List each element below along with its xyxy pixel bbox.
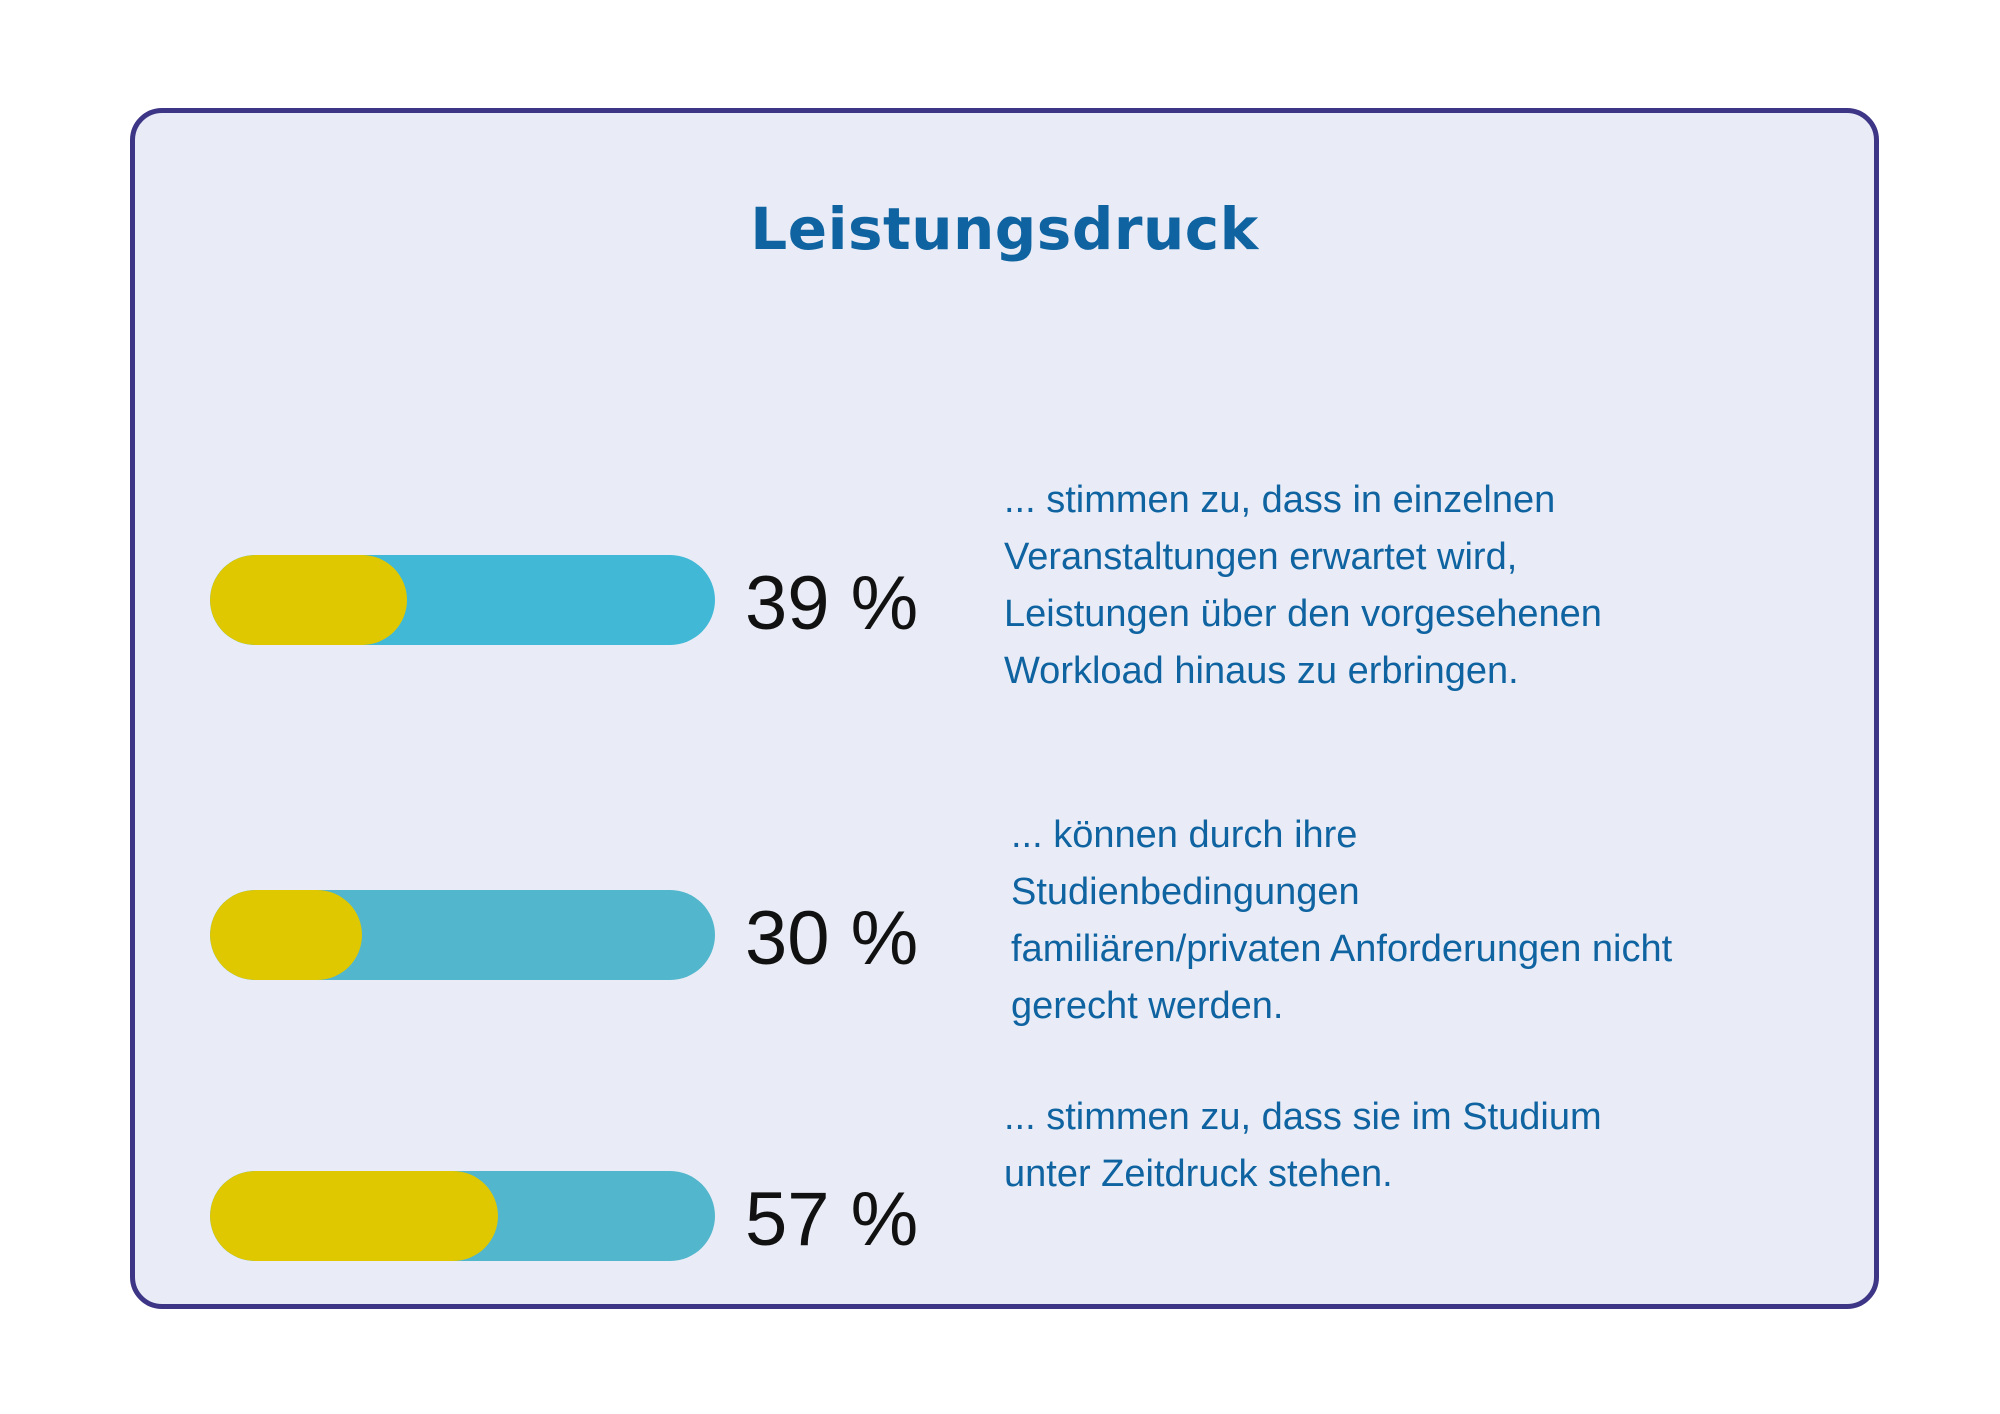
bar-fill-1 <box>210 555 407 645</box>
description-2-line-1: ... können durch ihre <box>1011 814 1358 856</box>
bar-fill-2 <box>210 890 362 980</box>
bar-track-3 <box>210 1171 715 1261</box>
description-1-line-2: Veranstaltungen erwartet wird, <box>1004 536 1518 578</box>
description-3: ... stimmen zu, dass sie im Studium unte… <box>1004 1089 1602 1203</box>
chart-title: Leistungsdruck <box>750 195 1259 263</box>
description-2: ... können durch ihre Studienbedingungen… <box>1011 807 1672 1035</box>
percent-label-1: 39 % <box>745 561 919 646</box>
description-2-line-3: familiären/privaten Anforderungen nicht <box>1011 928 1673 970</box>
chart-card: Leistungsdruck 39 % ... stimmen zu, dass… <box>130 108 1879 1309</box>
description-2-line-4: gerecht werden. <box>1011 985 1284 1027</box>
bar-fill-3 <box>210 1171 498 1261</box>
description-1-line-3: Leistungen über den vorgesehenen <box>1004 593 1602 635</box>
description-1-line-4: Workload hinaus zu erbringen. <box>1004 650 1519 692</box>
bar-track-2 <box>210 890 715 980</box>
description-1-line-1: ... stimmen zu, dass in einzelnen <box>1004 479 1556 521</box>
description-3-line-1: ... stimmen zu, dass sie im Studium <box>1004 1096 1602 1138</box>
percent-label-2: 30 % <box>745 896 919 981</box>
description-2-line-2: Studienbedingungen <box>1011 871 1360 913</box>
description-1: ... stimmen zu, dass in einzelnen Verans… <box>1004 472 1602 700</box>
description-3-line-2: unter Zeitdruck stehen. <box>1004 1153 1393 1195</box>
percent-label-3: 57 % <box>745 1177 919 1262</box>
bar-track-1 <box>210 555 715 645</box>
